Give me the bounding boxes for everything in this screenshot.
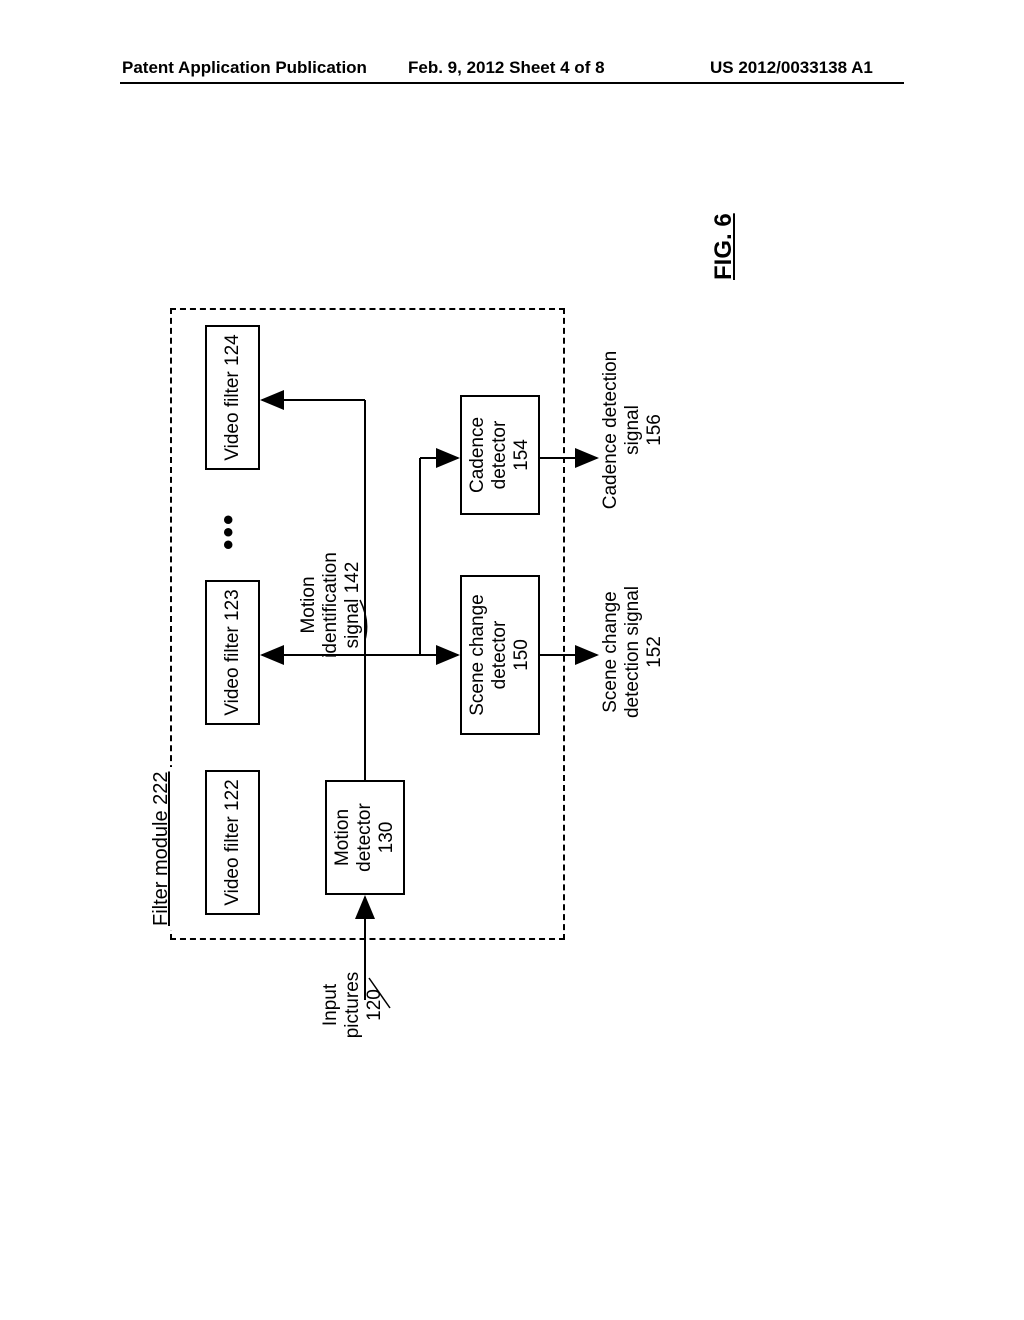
input-pictures-label: Input pictures 120 xyxy=(320,950,386,1060)
motion-id-signal-label: Motion identification signal 142 xyxy=(298,530,364,680)
video-filter-122: Video filter 122 xyxy=(205,770,260,915)
video-filter-124: Video filter 124 xyxy=(205,325,260,470)
figure-caption: FIG. 6 xyxy=(710,213,738,280)
filter-module-label: Filter module 222 xyxy=(150,767,173,930)
cadence-signal-label: Cadence detection signal 156 xyxy=(600,335,666,525)
ellipsis-icon: ••• xyxy=(212,512,246,550)
figure-6: Filter module 222 Input pictures 120 Vid… xyxy=(150,170,770,1070)
scene-change-signal-label: Scene change detection signal 152 xyxy=(600,562,666,742)
video-filter-123: Video filter 123 xyxy=(205,580,260,725)
cadence-detector-154: Cadence detector 154 xyxy=(460,395,540,515)
header-right: US 2012/0033138 A1 xyxy=(710,58,873,78)
header-rule xyxy=(120,82,904,84)
header-mid: Feb. 9, 2012 Sheet 4 of 8 xyxy=(408,58,605,78)
scene-change-detector-150: Scene change detector 150 xyxy=(460,575,540,735)
motion-detector-130: Motion detector 130 xyxy=(325,780,405,895)
header-left: Patent Application Publication xyxy=(122,58,367,78)
